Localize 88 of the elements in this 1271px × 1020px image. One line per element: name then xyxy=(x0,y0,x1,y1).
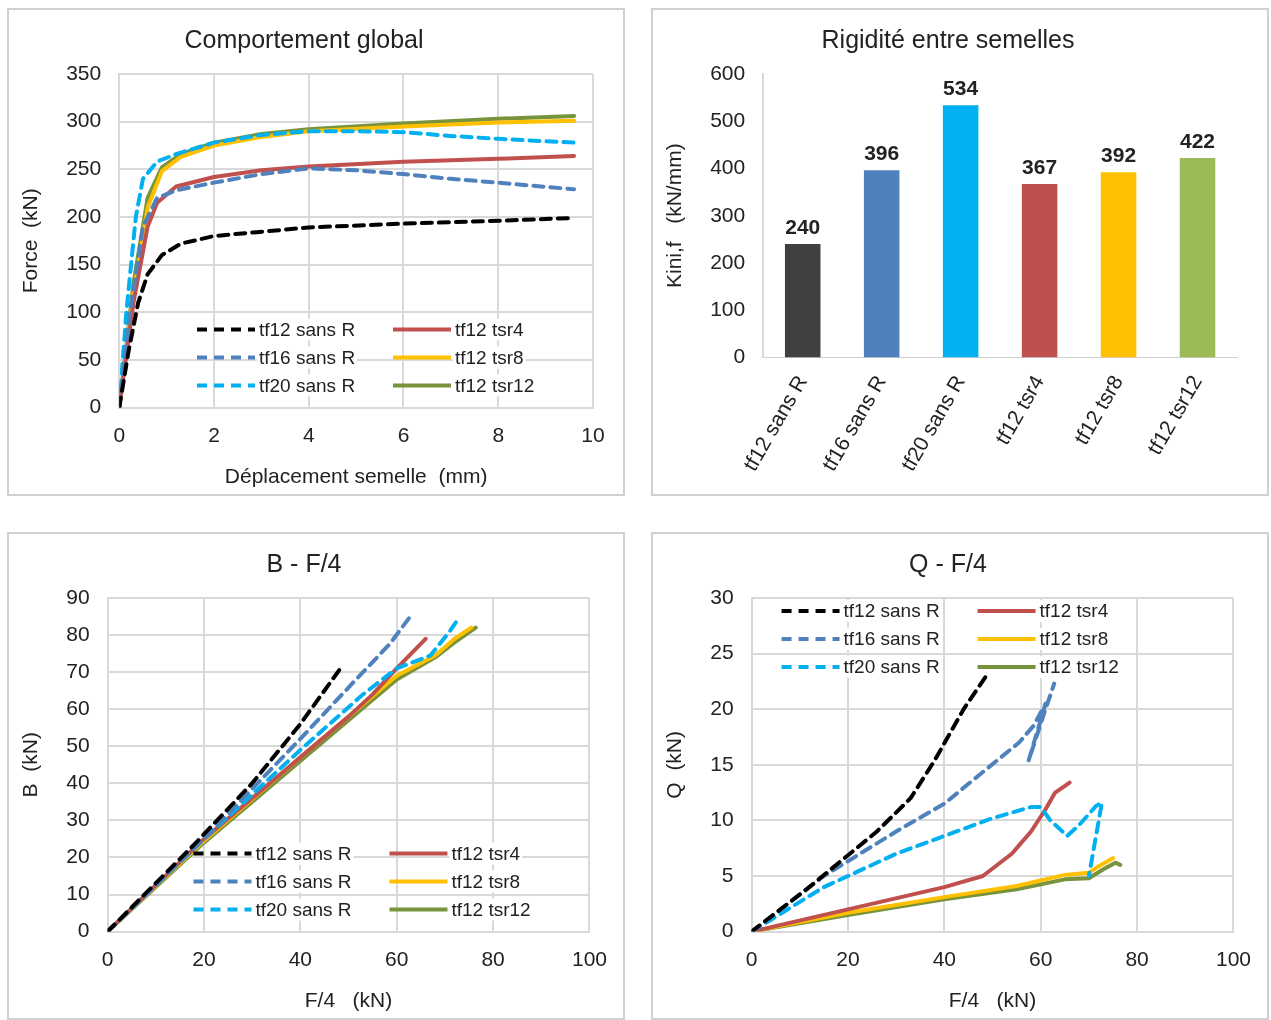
x-tick-label: 6 xyxy=(397,423,410,446)
x-tick-label: tf12 tsr4 xyxy=(990,370,1049,449)
y-tick-label: 40 xyxy=(66,770,90,794)
y-tick-label: 50 xyxy=(66,733,90,757)
data-label: 422 xyxy=(1180,129,1216,153)
y-tick-label: 200 xyxy=(66,203,102,227)
y-tick-label: 100 xyxy=(66,299,102,323)
legend-label: tf12 sans R xyxy=(255,842,352,864)
y-tick-label: 200 xyxy=(710,249,746,273)
y-tick-label: 50 xyxy=(77,346,102,370)
x-tick-label: 80 xyxy=(481,947,505,970)
y-tick-label: 300 xyxy=(66,108,102,132)
y-tick-label: 0 xyxy=(721,918,734,942)
y-tick-label: 15 xyxy=(710,751,734,775)
x-tick-label: 60 xyxy=(385,947,409,970)
y-axis-title: Force (kN) xyxy=(18,188,42,294)
y-tick-label: 70 xyxy=(66,658,90,682)
legend-label: tf12 sans R xyxy=(843,600,940,622)
legend-label: tf12 sans R xyxy=(259,318,356,340)
x-tick-label: 10 xyxy=(581,423,605,446)
y-tick-label: 500 xyxy=(710,108,746,132)
y-axis-title: Q (kN) xyxy=(662,730,686,799)
x-tick-label: 20 xyxy=(836,947,860,970)
x-tick-label: 20 xyxy=(192,947,216,970)
x-tick-label: 4 xyxy=(302,423,315,446)
legend-label: tf12 tsr8 xyxy=(455,346,524,368)
y-tick-label: 350 xyxy=(66,60,102,84)
x-tick-label: 100 xyxy=(1215,947,1251,970)
bar xyxy=(1100,172,1137,358)
y-tick-label: 30 xyxy=(66,807,90,831)
data-label: 396 xyxy=(864,141,900,165)
x-tick-label: 100 xyxy=(571,947,607,970)
legend-label: tf12 tsr4 xyxy=(455,318,525,340)
x-tick-label: 8 xyxy=(492,423,505,446)
legend-label: tf12 tsr4 xyxy=(451,842,521,864)
y-tick-label: 30 xyxy=(710,584,734,608)
y-tick-label: 10 xyxy=(66,881,90,905)
y-axis-title: B (kN) xyxy=(18,732,42,798)
data-label: 240 xyxy=(785,215,821,239)
x-tick-label: 0 xyxy=(113,423,126,446)
x-tick-label: 40 xyxy=(288,947,313,970)
chart-title: Q - F/4 xyxy=(909,548,987,577)
y-tick-label: 60 xyxy=(66,696,90,719)
legend-label: tf12 tsr12 xyxy=(451,898,531,920)
legend-label: tf16 sans R xyxy=(259,346,356,368)
x-tick-label: 60 xyxy=(1029,947,1053,970)
y-tick-label: 300 xyxy=(710,202,746,226)
legend-label: tf16 sans R xyxy=(843,628,940,650)
legend-label: tf20 sans R xyxy=(255,898,352,920)
bar xyxy=(1179,158,1216,358)
data-label: 534 xyxy=(943,76,979,100)
data-label: 392 xyxy=(1101,143,1137,167)
y-tick-label: 80 xyxy=(66,621,90,645)
y-tick-label: 5 xyxy=(721,862,734,886)
y-tick-label: 25 xyxy=(710,640,734,664)
legend-label: tf12 tsr8 xyxy=(451,870,521,892)
legend-label: tf12 tsr8 xyxy=(1039,628,1109,650)
legend-label: tf20 sans R xyxy=(843,656,940,678)
y-axis-title: Kini,f (kN/mm) xyxy=(662,143,686,289)
y-tick-label: 250 xyxy=(66,156,102,180)
bar xyxy=(1021,184,1058,358)
bar xyxy=(784,244,821,358)
y-tick-label: 100 xyxy=(710,296,746,320)
y-tick-label: 10 xyxy=(710,807,734,831)
y-tick-label: 0 xyxy=(733,344,746,368)
y-tick-label: 90 xyxy=(66,584,90,608)
chart-title: Comportement global xyxy=(184,24,424,53)
legend-label: tf12 tsr4 xyxy=(1039,600,1109,622)
x-axis-title: F/4 (kN) xyxy=(948,988,1037,1012)
x-tick-label: 40 xyxy=(932,947,957,970)
x-tick-label: 2 xyxy=(208,423,220,446)
y-tick-label: 150 xyxy=(66,251,102,275)
y-tick-label: 20 xyxy=(710,696,734,719)
bar xyxy=(863,170,900,358)
data-label: 367 xyxy=(1022,155,1058,179)
bar xyxy=(942,105,979,358)
x-tick-label: 80 xyxy=(1125,947,1149,970)
legend-label: tf16 sans R xyxy=(255,870,352,892)
x-axis-title: F/4 (kN) xyxy=(304,988,393,1012)
legend-label: tf12 tsr12 xyxy=(1039,656,1119,678)
y-tick-label: 20 xyxy=(66,844,90,868)
chart-title: Rigidité entre semelles xyxy=(821,24,1075,53)
y-tick-label: 600 xyxy=(710,60,746,84)
chart-title: B - F/4 xyxy=(266,548,342,577)
x-axis-title: Déplacement semelle (mm) xyxy=(224,464,488,488)
x-tick-label: tf12 tsr8 xyxy=(1069,371,1128,449)
y-tick-label: 0 xyxy=(77,918,90,942)
y-tick-label: 400 xyxy=(710,155,746,179)
